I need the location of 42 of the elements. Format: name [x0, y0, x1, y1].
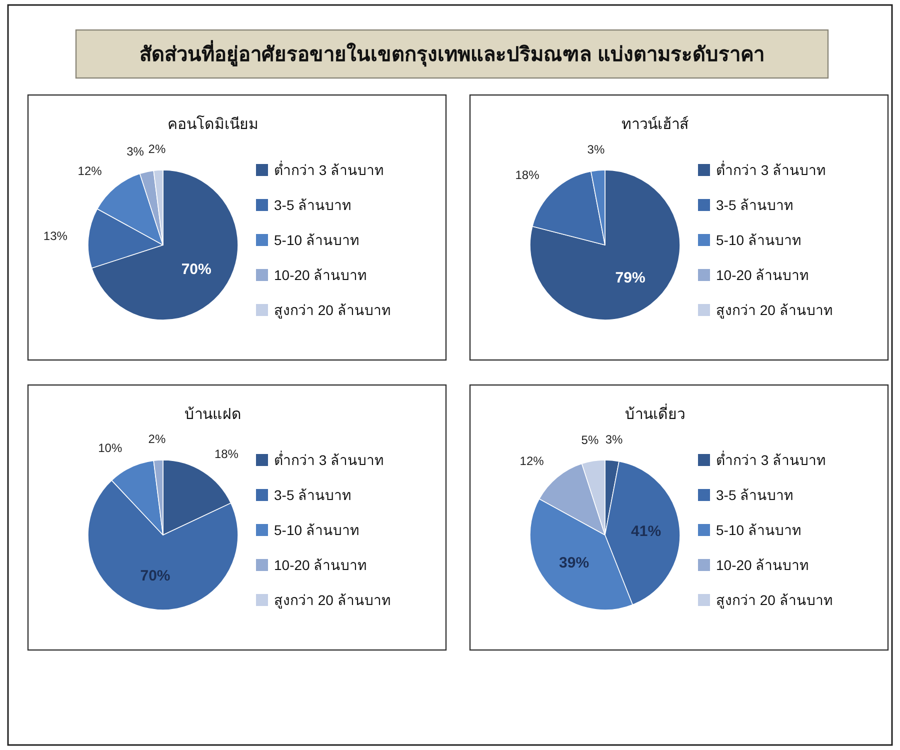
legend-label: 5-10 ล้านบาท [274, 522, 359, 538]
legend-label: 3-5 ล้านบาท [274, 487, 352, 503]
chart-title: บ้านแฝด [184, 406, 242, 423]
legend-label: 3-5 ล้านบาท [716, 487, 794, 503]
legend-label: 5-10 ล้านบาท [274, 232, 359, 248]
data-label: 70% [181, 261, 212, 278]
data-label: 3% [126, 144, 144, 158]
data-label: 39% [559, 554, 590, 572]
legend-label: 10-20 ล้านบาท [274, 267, 367, 283]
data-label: 18% [515, 168, 540, 182]
data-label: 2% [148, 432, 166, 446]
legend-label: 10-20 ล้านบาท [716, 557, 809, 573]
data-label: 41% [631, 523, 662, 540]
legend-label: ต่ำกว่า 3 ล้านบาท [274, 161, 384, 178]
data-label: 12% [520, 454, 544, 468]
data-label: 2% [148, 142, 166, 156]
data-label: 10% [98, 441, 122, 456]
legend-label: สูงกว่า 20 ล้านบาท [274, 302, 390, 319]
data-label: 3% [605, 432, 624, 446]
data-label: 18% [214, 446, 239, 461]
data-label: 70% [140, 568, 170, 585]
chart-title: บ้านเดี่ยว [625, 403, 685, 423]
legend-label: ต่ำกว่า 3 ล้านบาท [716, 451, 826, 468]
legend-label: ต่ำกว่า 3 ล้านบาท [716, 161, 826, 178]
legend-label: 10-20 ล้านบาท [716, 267, 809, 283]
legend-label: 5-10 ล้านบาท [716, 232, 801, 248]
legend-label: 3-5 ล้านบาท [716, 197, 794, 213]
legend-label: สูงกว่า 20 ล้านบาท [274, 592, 390, 609]
data-label: 13% [43, 228, 68, 243]
legend-label: 10-20 ล้านบาท [274, 557, 367, 573]
legend-label: 5-10 ล้านบาท [716, 522, 801, 538]
data-label: 3% [587, 142, 605, 156]
text: สัดส่วนที่อยู่อาศัยรอขายในเขตกรุงเทพและปริมณฑล แบ่งตามระดับราคา [140, 39, 764, 68]
legend-label: สูงกว่า 20 ล้านบาท [716, 302, 832, 319]
chart-title: คอนโดมิเนียม [168, 115, 258, 133]
data-label: 5% [581, 433, 599, 448]
legend-label: 3-5 ล้านบาท [274, 197, 352, 213]
legend-label: สูงกว่า 20 ล้านบาท [716, 592, 832, 609]
chart-title: ทาวน์เฮ้าส์ [622, 116, 688, 133]
data-label: 79% [615, 270, 646, 287]
legend-label: ต่ำกว่า 3 ล้านบาท [274, 451, 384, 468]
data-label: 12% [78, 164, 102, 178]
